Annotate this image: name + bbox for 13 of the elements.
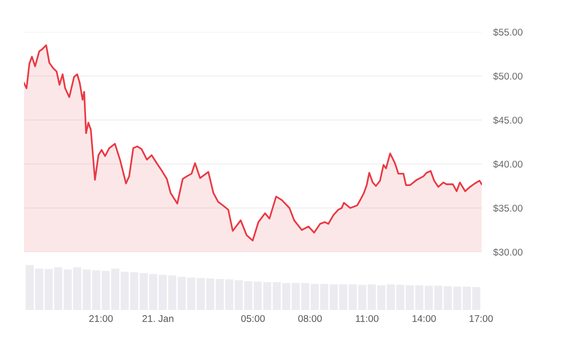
x-tick-label: 21:00 <box>89 315 113 322</box>
y-tick-label: $50.00 <box>493 72 522 80</box>
x-tick-label: 05:00 <box>241 315 265 322</box>
y-tick-label: $55.00 <box>493 28 522 36</box>
x-tick-label: 11:00 <box>356 315 378 322</box>
y-tick-label: $40.00 <box>493 160 522 168</box>
x-tick-label: 21. Jan <box>142 315 174 322</box>
x-tick-label: 14:00 <box>412 315 436 322</box>
y-tick-label: $45.00 <box>493 116 522 124</box>
y-tick-label: $30.00 <box>493 248 522 256</box>
x-tick-label: 08:00 <box>298 315 322 322</box>
x-tick-label: 17:00 <box>470 315 493 322</box>
y-tick-label: $35.00 <box>493 204 522 212</box>
